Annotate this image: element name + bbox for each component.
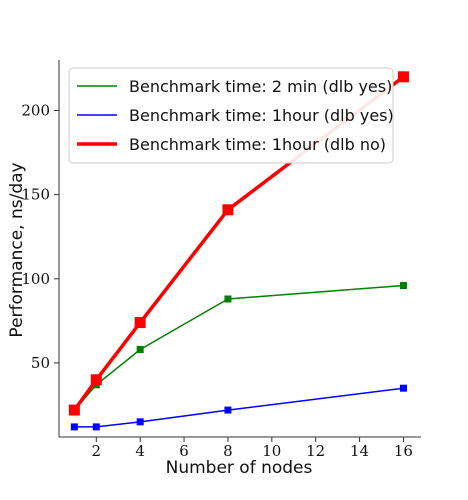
data-point	[68, 404, 80, 416]
x-tick-label: 12	[306, 442, 325, 460]
series-2	[68, 71, 409, 416]
data-point	[224, 295, 232, 303]
legend: Benchmark time: 2 min (dlb yes) Benchmar…	[68, 67, 394, 164]
axes	[58, 60, 421, 438]
series-line	[73, 284, 404, 411]
legend-label-1hour-dlb-yes: Benchmark time: 1hour (dlb yes)	[129, 106, 394, 125]
x-axis-title: Number of nodes	[166, 458, 313, 478]
legend-label-1hour-dlb-no: Benchmark time: 1hour (dlb no)	[129, 135, 386, 154]
data-point	[397, 71, 409, 83]
x-tick-label: 6	[179, 442, 189, 460]
series-layer	[68, 71, 409, 431]
data-point	[399, 282, 407, 290]
legend-frame	[68, 67, 394, 164]
data-point	[136, 345, 144, 353]
x-tick-label: 2	[92, 442, 102, 460]
y-axis-title: Performance, ns/day	[7, 162, 27, 337]
x-tick-label: 10	[262, 442, 281, 460]
data-point	[70, 423, 78, 431]
y-tick-label: 150	[21, 186, 50, 204]
y-tick-label: 50	[31, 354, 50, 372]
x-tick-label: 8	[223, 442, 233, 460]
ticks: 2 4 6 8 10 12 14 16 50 100 150 200	[21, 101, 413, 460]
data-point	[136, 418, 144, 426]
y-tick-label: 200	[21, 101, 50, 119]
data-point	[222, 204, 234, 216]
data-point	[92, 423, 100, 431]
data-point	[399, 384, 407, 392]
data-point	[224, 406, 232, 414]
x-tick-label: 4	[135, 442, 145, 460]
data-point	[134, 317, 146, 329]
data-point	[90, 374, 102, 386]
x-tick-label: 14	[350, 442, 369, 460]
series-1	[70, 384, 407, 431]
y-tick-label: 100	[21, 270, 50, 288]
legend-label-2min-dlb-yes: Benchmark time: 2 min (dlb yes)	[129, 77, 392, 96]
series-line	[74, 387, 404, 428]
x-tick-label: 16	[394, 442, 413, 460]
